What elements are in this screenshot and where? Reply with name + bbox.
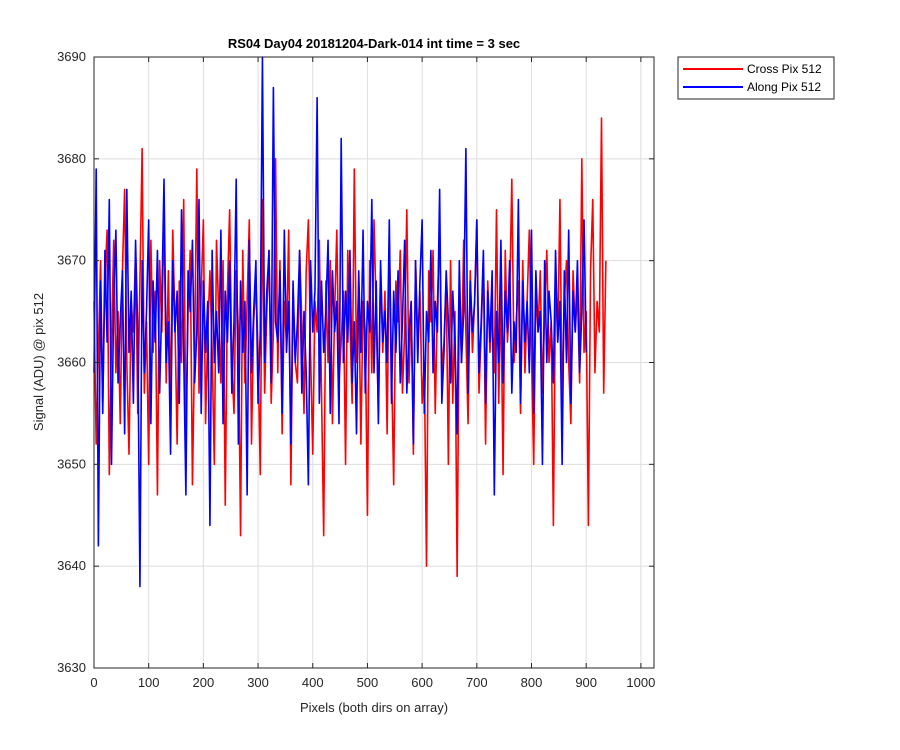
series-lines bbox=[93, 56, 607, 588]
x-tick-label: 300 bbox=[247, 675, 269, 690]
y-tick-label: 3630 bbox=[57, 660, 86, 675]
x-tick-label: 400 bbox=[302, 675, 324, 690]
chart-title: RS04 Day04 20181204-Dark-014 int time = … bbox=[228, 36, 520, 51]
y-tick-label: 3690 bbox=[57, 49, 86, 64]
x-tick-label: 600 bbox=[411, 675, 433, 690]
x-tick-label: 500 bbox=[357, 675, 379, 690]
y-tick-label: 3670 bbox=[57, 253, 86, 268]
legend: Cross Pix 512 Along Pix 512 bbox=[677, 56, 835, 100]
x-tick-label: 1000 bbox=[626, 675, 655, 690]
x-tick-label: 900 bbox=[575, 675, 597, 690]
x-tick-label: 100 bbox=[138, 675, 160, 690]
x-tick-label: 200 bbox=[193, 675, 215, 690]
y-tick-label: 3680 bbox=[57, 151, 86, 166]
x-tick-label: 0 bbox=[90, 675, 97, 690]
legend-entry-along: Along Pix 512 bbox=[747, 80, 821, 94]
x-tick-label: 800 bbox=[521, 675, 543, 690]
y-tick-label: 3660 bbox=[57, 355, 86, 370]
x-tick-label: 700 bbox=[466, 675, 488, 690]
y-tick-label: 3650 bbox=[57, 456, 86, 471]
y-axis-label: Signal (ADU) @ pix 512 bbox=[31, 293, 46, 431]
legend-box bbox=[677, 56, 835, 100]
x-axis-label: Pixels (both dirs on array) bbox=[300, 700, 448, 715]
series-line-along-pix-512 bbox=[93, 56, 587, 588]
y-tick-label: 3640 bbox=[57, 558, 86, 573]
series-line-cross-pix-512 bbox=[93, 117, 607, 578]
legend-entry-cross: Cross Pix 512 bbox=[747, 62, 822, 76]
axis-ticks: 0 100 200 300 400 500 600 700 800 900 1000 3630 3640… bbox=[57, 49, 655, 690]
